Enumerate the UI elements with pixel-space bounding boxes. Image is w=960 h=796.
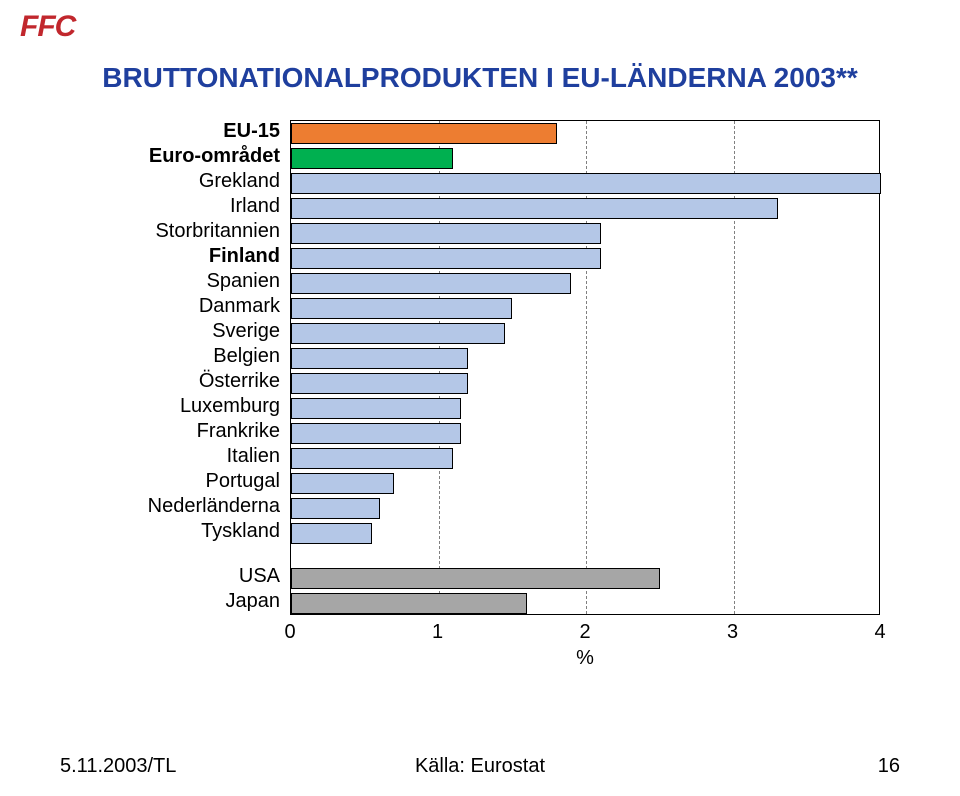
bar [291,373,468,394]
bar [291,273,571,294]
footer-date: 5.11.2003/TL [60,755,176,778]
category-label: Frankrike [197,420,280,443]
category-label: Japan [226,590,281,613]
page-title: BRUTTONATIONALPRODUKTEN I EU-LÄNDERNA 20… [60,62,900,94]
bar [291,498,380,519]
category-label: Sverige [212,320,280,343]
category-label: Österrike [199,370,280,393]
gridline [586,121,587,614]
bar [291,223,601,244]
gridline [734,121,735,614]
category-label: Portugal [206,470,281,493]
category-label: Spanien [207,270,280,293]
category-label: Storbritannien [155,220,280,243]
bar [291,173,881,194]
plot-area [290,120,880,615]
bar [291,348,468,369]
bar [291,323,505,344]
category-label: Luxemburg [180,395,280,418]
x-tick-label: 4 [874,621,885,644]
category-label: Nederländerna [148,495,280,518]
bar [291,448,453,469]
bar [291,248,601,269]
category-label: Italien [227,445,280,468]
x-tick-label: 2 [579,621,590,644]
x-tick-label: 1 [432,621,443,644]
bar [291,568,660,589]
bar [291,593,527,614]
bar [291,473,394,494]
bar [291,523,372,544]
bar [291,298,512,319]
category-label: Finland [209,245,280,268]
category-label: USA [239,565,280,588]
footer-source: Källa: Eurostat [415,755,545,778]
x-tick-label: 3 [727,621,738,644]
bar [291,198,778,219]
category-label: Irland [230,195,280,218]
category-label: Belgien [213,345,280,368]
x-tick-label: 0 [284,621,295,644]
bar [291,123,557,144]
chart: EU-15Euro-områdetGreklandIrlandStorbrita… [80,120,880,675]
page-number: 16 [878,755,900,778]
logo: FFC [20,10,75,44]
bar [291,148,453,169]
bar [291,423,461,444]
bar [291,398,461,419]
category-label: Grekland [199,170,280,193]
category-label: Tyskland [201,520,280,543]
category-labels: EU-15Euro-områdetGreklandIrlandStorbrita… [80,120,290,615]
category-label: Danmark [199,295,280,318]
x-axis-title: % [576,647,594,670]
category-label: EU-15 [223,120,280,143]
category-label: Euro-området [149,145,280,168]
